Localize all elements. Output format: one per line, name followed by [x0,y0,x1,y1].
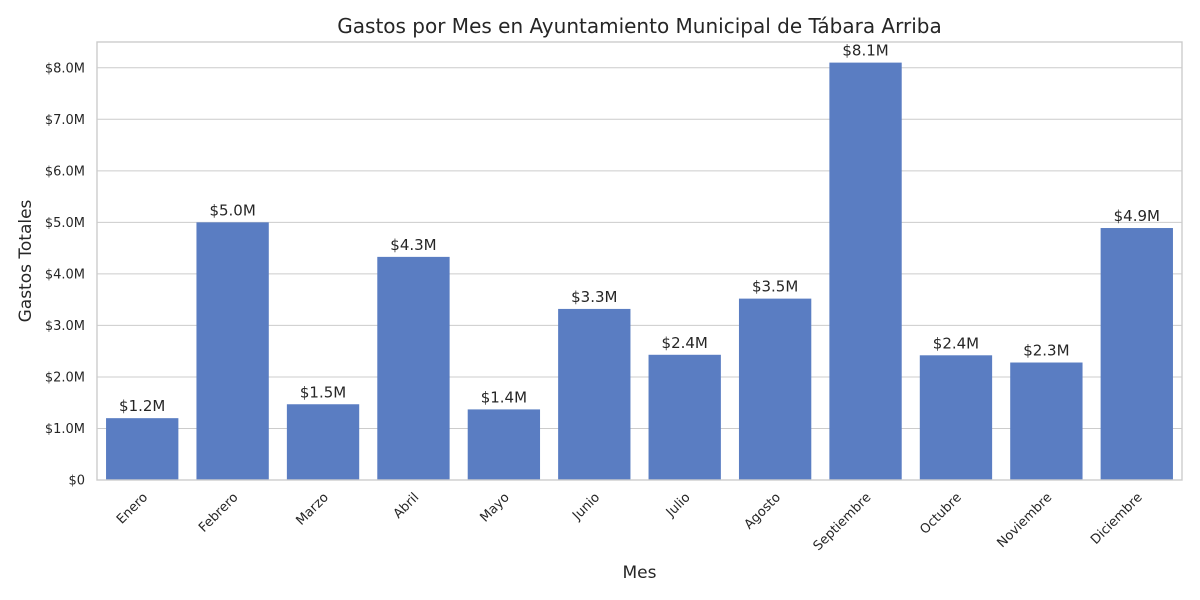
x-tick-label: Agosto [742,490,784,532]
bar-value-label: $2.4M [662,334,708,352]
bar-value-label: $1.5M [300,383,346,401]
bar-value-label: $4.9M [1114,207,1160,225]
bar [738,298,812,480]
bar [558,308,631,480]
bar [286,404,360,480]
bar-value-label: $3.5M [752,278,798,296]
grid-layer [97,67,1182,481]
x-tick-label: Julio [663,490,694,521]
bar-value-labels: $1.2M $5.0M $1.5M $4.3M $1.4M $3.3M $2.4M $3.5M… [119,42,1160,416]
bar-value-label: $5.0M [209,201,255,219]
bar [467,409,541,480]
bar-value-label: $2.3M [1023,342,1069,360]
bar-value-label: $8.1M [842,42,888,60]
bar-value-label: $4.3M [390,236,436,254]
x-tick-label: Octubre [917,490,964,537]
bar [106,418,179,480]
x-tick-labels: Enero Febrero Marzo Abril Mayo Junio Julio Agos… [114,490,1146,554]
bar [919,355,993,480]
bar [1010,362,1083,480]
x-tick-label: Junio [569,490,603,524]
y-tick-label: $4.0M [45,267,85,282]
x-tick-label: Diciembre [1088,490,1146,548]
bar [829,62,902,481]
bar [377,256,450,480]
bar-value-label: $2.4M [933,334,979,352]
y-tick-label: $0 [68,474,85,489]
y-tick-labels: $0 $1.0M $2.0M $3.0M $4.0M $5.0M $6.0M $7.0M $8.… [45,61,85,488]
y-tick-label: $7.0M [45,113,85,128]
y-tick-label: $1.0M [45,422,85,437]
x-tick-label: Enero [114,490,151,527]
x-axis-label: Mes [623,563,657,583]
y-tick-label: $2.0M [45,370,85,385]
x-tick-label: Noviembre [994,490,1055,551]
x-tick-label: Febrero [196,490,241,535]
chart-title: Gastos por Mes en Ayuntamiento Municipal… [337,14,941,38]
x-tick-label: Mayo [477,490,512,525]
x-tick-label: Abril [391,490,423,522]
bar-value-label: $1.2M [119,397,165,415]
plot-frame [96,41,1183,481]
x-tick-label: Septiembre [811,490,875,554]
y-tick-label: $6.0M [45,164,85,179]
y-tick-label: $5.0M [45,216,85,231]
bar [1100,228,1173,480]
bar [196,222,269,480]
y-tick-label: $3.0M [45,319,85,334]
y-tick-label: $8.0M [45,61,85,76]
bars-layer [106,62,1173,481]
bar-value-label: $3.3M [571,288,617,306]
y-axis-label: Gastos Totales [16,199,36,322]
bar [648,354,721,480]
bar-value-label: $1.4M [481,388,527,406]
x-tick-label: Marzo [293,490,331,528]
